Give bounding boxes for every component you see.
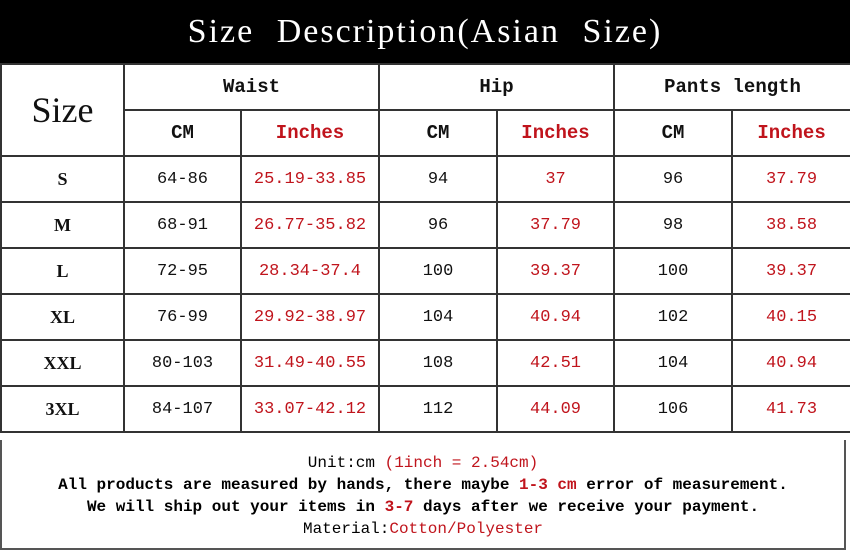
table-row: L 72-95 28.34-37.4 100 39.37 100 39.37: [0, 247, 850, 295]
ship-days: 3-7: [384, 498, 414, 516]
cell-len-in: 40.15: [731, 293, 850, 341]
cell-len-cm: 96: [613, 155, 734, 203]
cell-waist-cm: 72-95: [123, 247, 242, 295]
cell-len-in: 40.94: [731, 339, 850, 387]
cell-waist-cm: 68-91: [123, 201, 242, 249]
cell-hip-in: 42.51: [496, 339, 616, 387]
length-inches-header: Inches: [731, 109, 850, 157]
cell-size: XXL: [0, 339, 125, 387]
cell-len-cm: 106: [613, 385, 734, 433]
cell-len-in: 37.79: [731, 155, 850, 203]
footer-notes: Unit:cm (1inch = 2.54cm) All products ar…: [0, 440, 846, 550]
cell-waist-in: 25.19-33.85: [239, 155, 381, 203]
cell-hip-cm: 104: [378, 293, 499, 341]
unit-text: Unit:cm: [307, 454, 385, 472]
cell-waist-in: 26.77-35.82: [239, 201, 381, 249]
cell-waist-cm: 80-103: [123, 339, 242, 387]
cell-len-in: 39.37: [731, 247, 850, 295]
measure-error: 1-3 cm: [519, 476, 577, 494]
size-table: Size Waist Hip Pants length CM Inches CM…: [0, 63, 850, 433]
cell-waist-in: 31.49-40.55: [239, 339, 381, 387]
cell-size: L: [0, 247, 125, 295]
measure-text: All products are measured by hands, ther…: [58, 476, 520, 494]
ship-text: We will ship out your items in: [86, 498, 385, 516]
measure-text-end: error of measurement.: [576, 476, 788, 494]
cell-waist-in: 28.34-37.4: [239, 247, 381, 295]
table-row: M 68-91 26.77-35.82 96 37.79 98 38.58: [0, 201, 850, 249]
length-cm-header: CM: [613, 109, 734, 157]
pants-length-header: Pants length: [613, 63, 850, 111]
cell-hip-in: 44.09: [496, 385, 616, 433]
measure-line: All products are measured by hands, ther…: [2, 474, 844, 496]
cell-len-cm: 102: [613, 293, 734, 341]
hip-cm-header: CM: [378, 109, 499, 157]
cell-hip-cm: 108: [378, 339, 499, 387]
cell-hip-cm: 100: [378, 247, 499, 295]
table-row: XXL 80-103 31.49-40.55 108 42.51 104 40.94: [0, 339, 850, 387]
cell-hip-cm: 112: [378, 385, 499, 433]
size-header: Size: [0, 63, 125, 157]
cell-size: 3XL: [0, 385, 125, 433]
hip-header: Hip: [378, 63, 616, 111]
cell-hip-in: 39.37: [496, 247, 616, 295]
cell-size: XL: [0, 293, 125, 341]
table-row: S 64-86 25.19-33.85 94 37 96 37.79: [0, 155, 850, 203]
table-row: 3XL 84-107 33.07-42.12 112 44.09 106 41.73: [0, 385, 850, 433]
table-row: XL 76-99 29.92-38.97 104 40.94 102 40.15: [0, 293, 850, 341]
cell-hip-in: 37: [496, 155, 616, 203]
cell-len-cm: 100: [613, 247, 734, 295]
cell-hip-in: 37.79: [496, 201, 616, 249]
unit-note: (1inch = 2.54cm): [384, 454, 539, 472]
waist-cm-header: CM: [123, 109, 242, 157]
chart-title: Size Description(Asian Size): [0, 0, 850, 63]
material-line: Material:Cotton/Polyester: [2, 518, 844, 540]
cell-waist-in: 29.92-38.97: [239, 293, 381, 341]
waist-header: Waist: [122, 63, 381, 111]
cell-len-cm: 98: [613, 201, 734, 249]
cell-hip-cm: 94: [378, 155, 499, 203]
cell-hip-in: 40.94: [496, 293, 616, 341]
material-value: Cotton/Polyester: [389, 520, 544, 538]
cell-waist-cm: 64-86: [123, 155, 242, 203]
cell-waist-in: 33.07-42.12: [239, 385, 381, 433]
cell-size: M: [0, 201, 125, 249]
cell-len-in: 41.73: [731, 385, 850, 433]
cell-len-in: 38.58: [731, 201, 850, 249]
material-label: Material:: [302, 520, 390, 538]
cell-len-cm: 104: [613, 339, 734, 387]
waist-inches-header: Inches: [239, 109, 381, 157]
hip-inches-header: Inches: [496, 109, 616, 157]
ship-line: We will ship out your items in 3-7 days …: [2, 496, 844, 518]
cell-size: S: [0, 155, 125, 203]
cell-hip-cm: 96: [378, 201, 499, 249]
ship-text-end: days after we receive your payment.: [413, 498, 760, 516]
unit-line: Unit:cm (1inch = 2.54cm): [2, 452, 844, 474]
cell-waist-cm: 84-107: [123, 385, 242, 433]
cell-waist-cm: 76-99: [123, 293, 242, 341]
